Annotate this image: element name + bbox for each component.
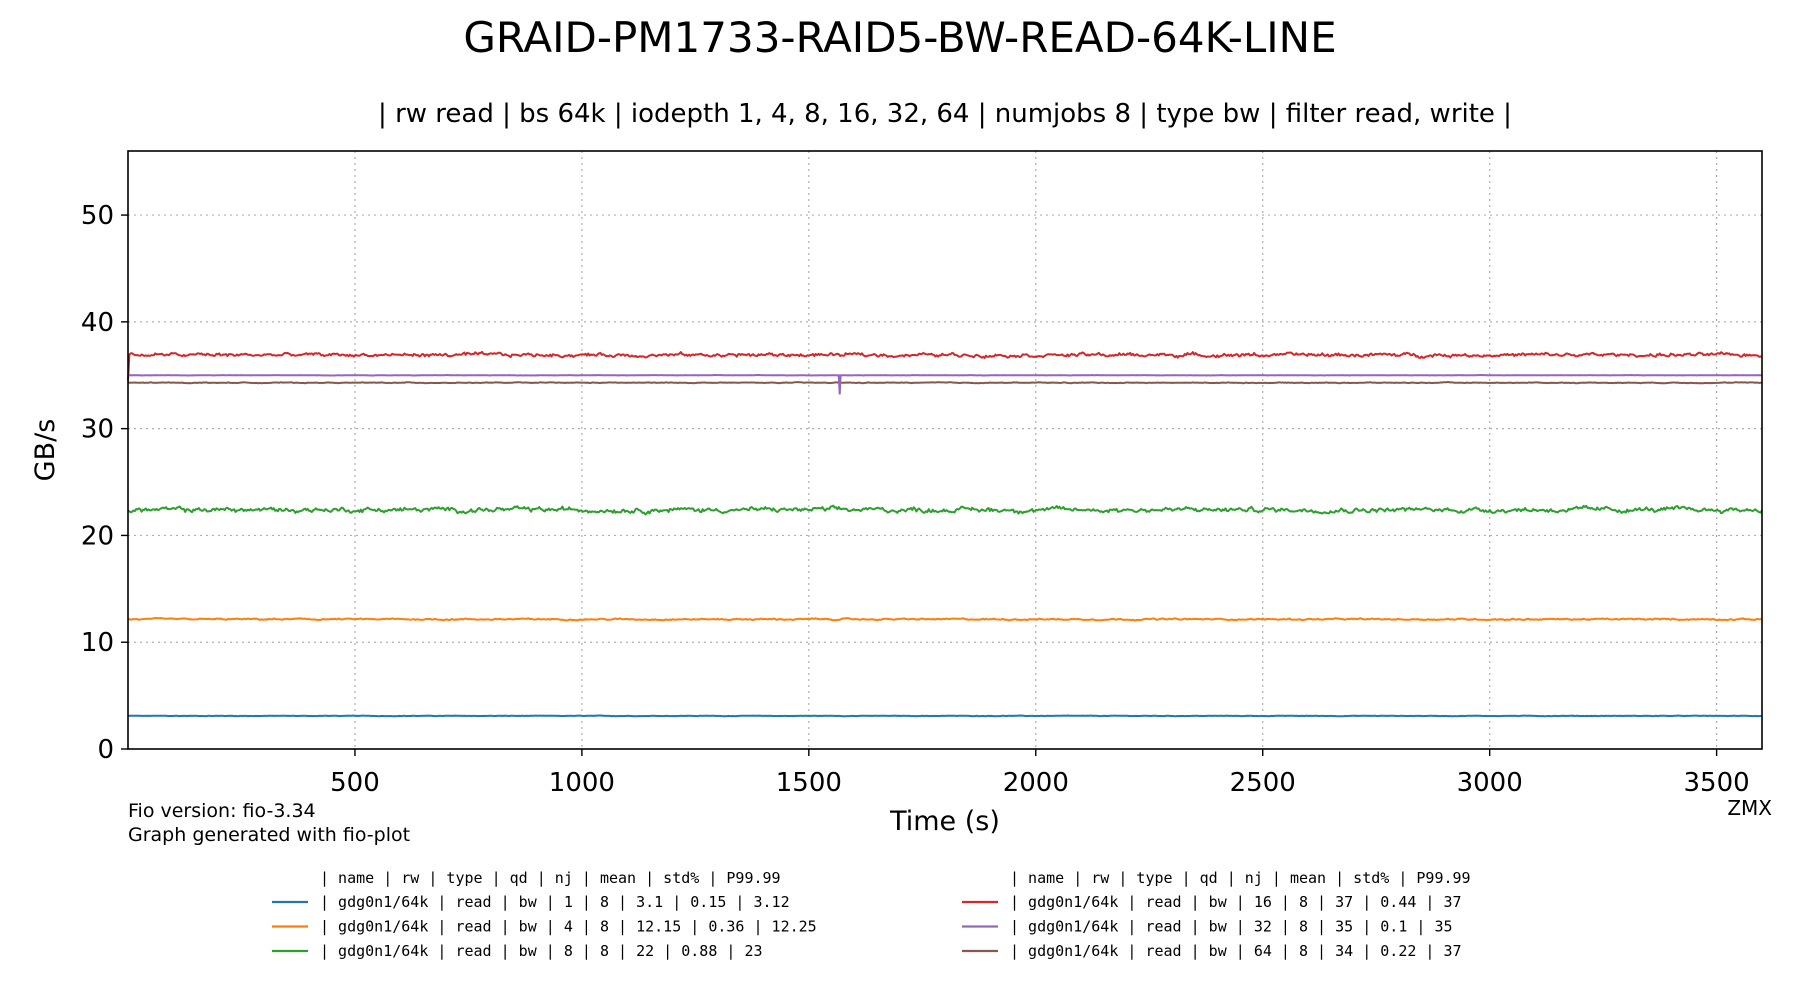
chart-subtitle: | rw read | bs 64k | iodepth 1, 4, 8, 16… [378, 99, 1512, 129]
x-axis-label: Time (s) [889, 806, 1000, 837]
y-tick-label: 10 [81, 628, 114, 658]
x-tick-label: 2000 [1003, 768, 1069, 798]
chart-title: GRAID-PM1733-RAID5-BW-READ-64K-LINE [463, 13, 1336, 62]
zmx-note: ZMX [1727, 796, 1772, 820]
y-tick-label: 20 [81, 521, 114, 551]
x-tick-label: 2500 [1230, 768, 1296, 798]
x-tick-label: 500 [330, 768, 380, 798]
series-dip [837, 375, 842, 395]
plot-frame [127, 150, 1763, 750]
legend-row: | gdg0n1/64k | read | bw | 64 | 8 | 34 |… [1010, 942, 1462, 960]
series-line [128, 374, 1762, 377]
series-line [127, 504, 1763, 516]
series-line [127, 714, 1762, 718]
legend-header: | name | rw | type | qd | nj | mean | st… [1010, 869, 1471, 887]
fio-version-note: Fio version: fio-3.34 [128, 800, 316, 822]
legend-header: | name | rw | type | qd | nj | mean | st… [320, 869, 781, 887]
y-tick-label: 40 [81, 308, 114, 338]
series-line [127, 617, 1763, 622]
fio-plot-note: Graph generated with fio-plot [128, 824, 410, 846]
legend-row: | gdg0n1/64k | read | bw | 16 | 8 | 37 |… [1010, 893, 1462, 911]
series-line [127, 350, 1763, 381]
y-tick-label: 30 [81, 415, 114, 445]
y-tick-label: 50 [81, 201, 114, 231]
x-tick-label: 3500 [1684, 768, 1750, 798]
y-axis-label: GB/s [30, 419, 61, 482]
legend-row: | gdg0n1/64k | read | bw | 1 | 8 | 3.1 |… [320, 893, 790, 911]
legend-row: | gdg0n1/64k | read | bw | 4 | 8 | 12.15… [320, 918, 817, 936]
legend-row: | gdg0n1/64k | read | bw | 8 | 8 | 22 | … [320, 942, 763, 960]
x-tick-label: 1500 [776, 768, 842, 798]
y-tick-label: 0 [97, 735, 114, 765]
x-tick-label: 1000 [549, 768, 615, 798]
legend-row: | gdg0n1/64k | read | bw | 32 | 8 | 35 |… [1010, 918, 1453, 936]
x-tick-label: 3000 [1457, 768, 1523, 798]
series-line [128, 381, 1763, 385]
